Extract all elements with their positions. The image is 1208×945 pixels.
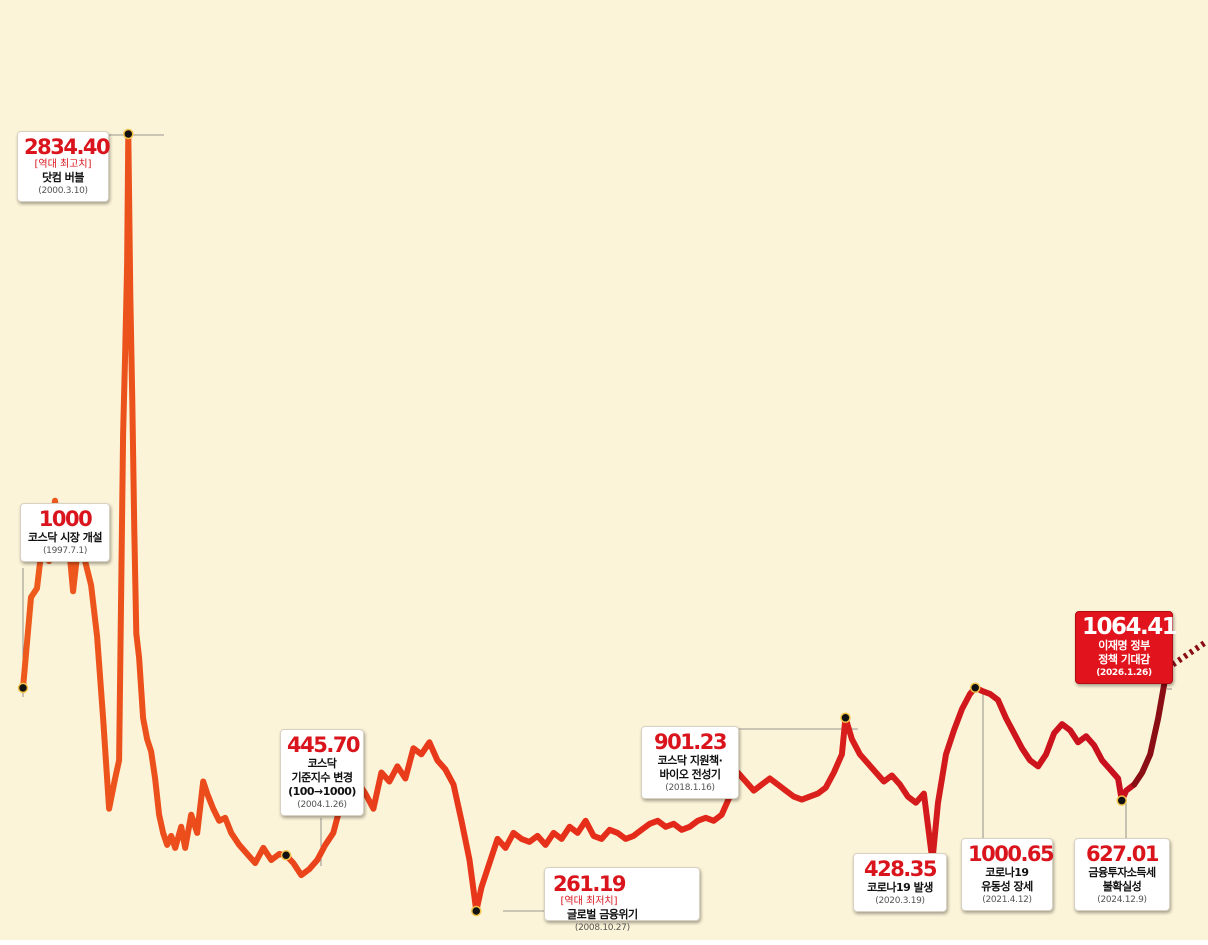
bottom-strip	[0, 940, 1208, 945]
annotation-date: (2021.4.12)	[982, 895, 1032, 905]
annotation-liquidity: 1000.65 코로나19 유동성 장세 (2021.4.12)	[961, 838, 1055, 911]
annotation-peak: 2834.40 [역대 최고치] 닷컴 버블 (2000.3.10)	[17, 131, 111, 202]
point-marker-tax	[1116, 795, 1128, 806]
annotation-date: (2000.3.10)	[38, 186, 88, 196]
annotation-value: 261.19	[553, 872, 627, 896]
annotation-latest: 1064.41 이재명 정부 정책 기대감 (2026.1.26)	[1075, 611, 1178, 684]
series-line	[20, 131, 1138, 914]
annotation-label: 코로나19 유동성 장세	[981, 866, 1033, 893]
point-marker-rebase	[280, 850, 292, 861]
annotation-value: 1000.65	[968, 842, 1055, 866]
annotation-value: 901.23	[653, 730, 728, 754]
annotation-date: (2026.1.26)	[1096, 668, 1152, 678]
annotation-date: (1997.7.1)	[42, 546, 88, 556]
annotation-label: 글로벌 금융위기	[567, 908, 638, 921]
projection-line	[1165, 639, 1208, 671]
point-marker-peak	[123, 128, 134, 140]
annotation-date: (2004.1.26)	[297, 800, 347, 810]
annotation-tax: 627.01 금융투자소득세 불확실성 (2024.12.9)	[1074, 838, 1170, 911]
annotation-label: 닷컴 버블	[42, 171, 84, 184]
point-marker-open	[17, 682, 29, 694]
annotation-value: 627.01	[1085, 842, 1160, 866]
point-marker-bio	[840, 712, 851, 723]
annotation-rebase: 445.70 코스닥 기준지수 변경 (100→1000) (2004.1.26…	[280, 729, 364, 816]
annotation-label: 코스닥 시장 개설	[28, 531, 103, 544]
annotation-label: 코로나19 발생	[867, 881, 933, 894]
annotation-date: (2008.10.27)	[574, 923, 630, 933]
annotation-value: 1064.41	[1082, 614, 1178, 640]
annotation-open: 1000 코스닥 시장 개설 (1997.7.1)	[20, 503, 110, 562]
point-marker-liquidity	[969, 682, 981, 693]
annotation-date: (2020.3.19)	[875, 896, 925, 906]
annotation-label: 금융투자소득세 불확실성	[1088, 866, 1156, 893]
annotation-value: 445.70	[287, 733, 361, 757]
annotation-date: (2018.1.16)	[665, 783, 715, 793]
series-line-latest	[1131, 665, 1170, 788]
annotation-sub: [역대 최저치]	[560, 896, 618, 907]
annotation-bio: 901.23 코스닥 지원책· 바이오 전성기 (2018.1.16)	[641, 726, 739, 799]
point-marker-low	[471, 905, 482, 917]
annotation-value: 428.35	[863, 857, 938, 881]
annotation-covid: 428.35 코로나19 발생 (2020.3.19)	[853, 853, 947, 912]
annotation-value: 1000	[38, 507, 93, 531]
annotation-label: 이재명 정부 정책 기대감	[1098, 639, 1150, 666]
annotation-sub: [역대 최고치]	[34, 159, 92, 170]
annotation-label: 코스닥 지원책· 바이오 전성기	[657, 754, 723, 781]
annotation-date: (2024.12.9)	[1097, 895, 1147, 905]
annotation-value: 2834.40	[24, 135, 111, 159]
annotation-low: 261.19 [역대 최저치] 글로벌 금융위기 (2008.10.27)	[544, 867, 700, 933]
annotation-label: 코스닥 기준지수 변경 (100→1000)	[288, 757, 356, 798]
